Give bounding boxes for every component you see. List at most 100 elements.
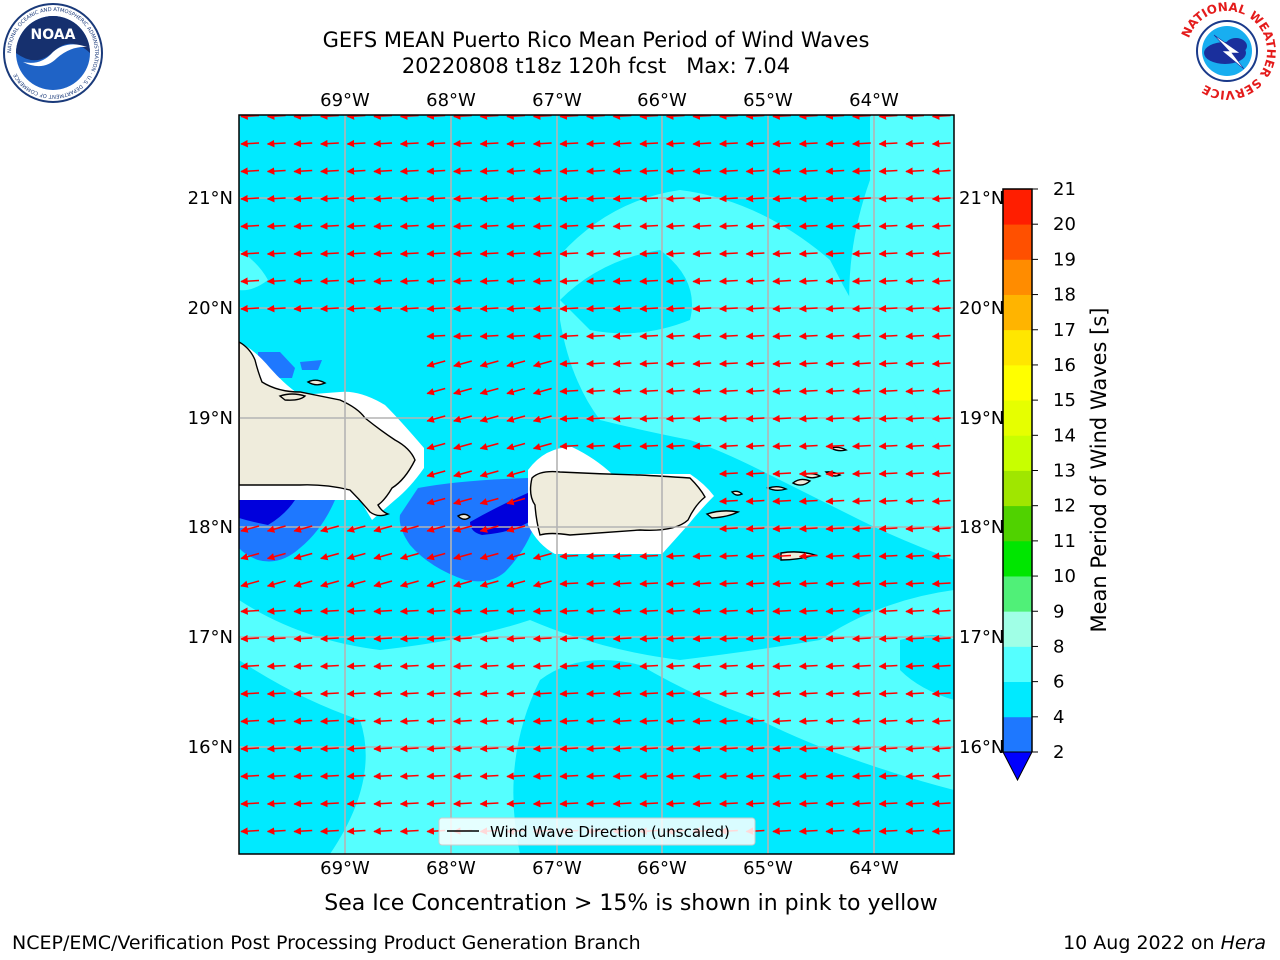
wave-arrow [905,194,925,203]
wave-arrow [931,772,951,780]
wave-arrow [825,662,845,670]
wave-arrow [878,579,898,588]
wave-arrow [798,607,818,615]
wave-arrow [852,222,871,230]
wave-arrow [745,442,765,450]
wave-arrow [506,772,526,780]
wave-arrow [905,332,925,340]
wave-arrow [612,634,632,643]
wave-arrow [852,607,871,615]
wave-arrow [772,359,792,368]
wave-arrow [798,827,818,835]
wave-arrow [479,607,499,615]
colorbar-segment [1003,505,1032,542]
wave-arrow [266,827,286,835]
wave-arrow [426,277,446,285]
wave-arrow [426,634,446,643]
wave-arrow [320,277,339,285]
wave-arrow [320,662,339,670]
wave-arrow [905,222,925,230]
wave-arrow [532,167,552,175]
wave-arrow [532,662,552,670]
wave-arrow [532,360,552,368]
wave-arrow [878,524,898,533]
wave-arrow [479,497,499,506]
wave-arrow [399,167,419,175]
colorbar-segment [1003,576,1032,612]
wave-arrow [878,414,898,423]
wave-arrow [692,249,712,258]
wave-arrow [905,249,925,258]
wave-arrow [665,249,685,258]
wave-arrow [719,772,738,780]
wave-arrow [479,470,499,478]
svg-text:20°N: 20°N [959,298,1004,319]
wave-arrow [665,194,685,203]
wave-arrow [479,744,499,753]
wave-arrow [532,277,552,285]
wave-arrow [346,799,366,808]
hispaniola-land [239,341,416,517]
wave-arrow [266,689,286,698]
lat-labels-left: 21°N 20°N 19°N 18°N 17°N 16°N [188,188,233,758]
wave-arrow [320,689,339,698]
wave-arrow [453,772,472,780]
wave-arrow [692,222,712,230]
wave-arrow [586,387,605,395]
wave-arrow [745,414,765,423]
wave-arrow [399,689,419,698]
wave-arrow [559,717,579,725]
wave-arrow [506,360,526,368]
wave-arrow [745,139,765,148]
wave-arrow [453,744,472,753]
wave-arrow [772,139,792,148]
wave-arrow [825,607,845,615]
wave-arrow [266,717,286,725]
wave-arrow [586,304,605,313]
wave-arrow [878,277,898,285]
wave-arrow [719,799,738,808]
wave-arrow [798,139,818,148]
wave-arrow [719,332,738,340]
wave-arrow [373,827,393,835]
wave-arrow [240,194,260,203]
colorbar-segment [1003,329,1032,366]
wave-arrow [373,167,393,175]
wave-arrow [931,744,951,753]
wave-arrow [639,194,659,203]
wave-arrow [798,552,818,560]
wave-arrow [639,799,659,808]
wave-arrow [798,304,818,313]
wave-arrow [878,634,898,643]
wave-arrow [559,772,579,780]
wave-arrow [373,580,393,588]
wave-arrow [772,194,792,203]
wave-arrow [665,139,685,148]
wave-arrow [905,277,925,285]
wave-arrow [745,717,765,725]
wave-arrow [293,634,313,643]
colorbar-segment [1003,540,1032,577]
colorbar-tick-label: 13 [1053,461,1076,482]
wave-arrow [373,525,393,533]
wave-arrow [772,827,792,835]
wave-arrow [373,662,393,670]
wave-arrow [719,689,738,698]
wave-arrow [719,662,738,670]
wave-arrow [320,304,339,313]
wave-arrow [878,249,898,258]
wave-arrow [586,249,605,258]
wave-arrow [586,277,605,285]
wave-arrow [905,359,925,368]
wave-arrow [266,249,286,258]
wave-arrow [692,194,712,203]
wave-arrow [532,194,552,203]
wave-arrow [665,579,685,588]
wave-arrow [825,552,845,560]
wave-arrow [692,332,712,340]
wave-arrow [346,167,366,175]
wave-arrow [586,579,605,588]
wave-arrow [719,717,738,725]
wave-arrow [772,689,792,698]
wave-arrow [612,359,632,368]
